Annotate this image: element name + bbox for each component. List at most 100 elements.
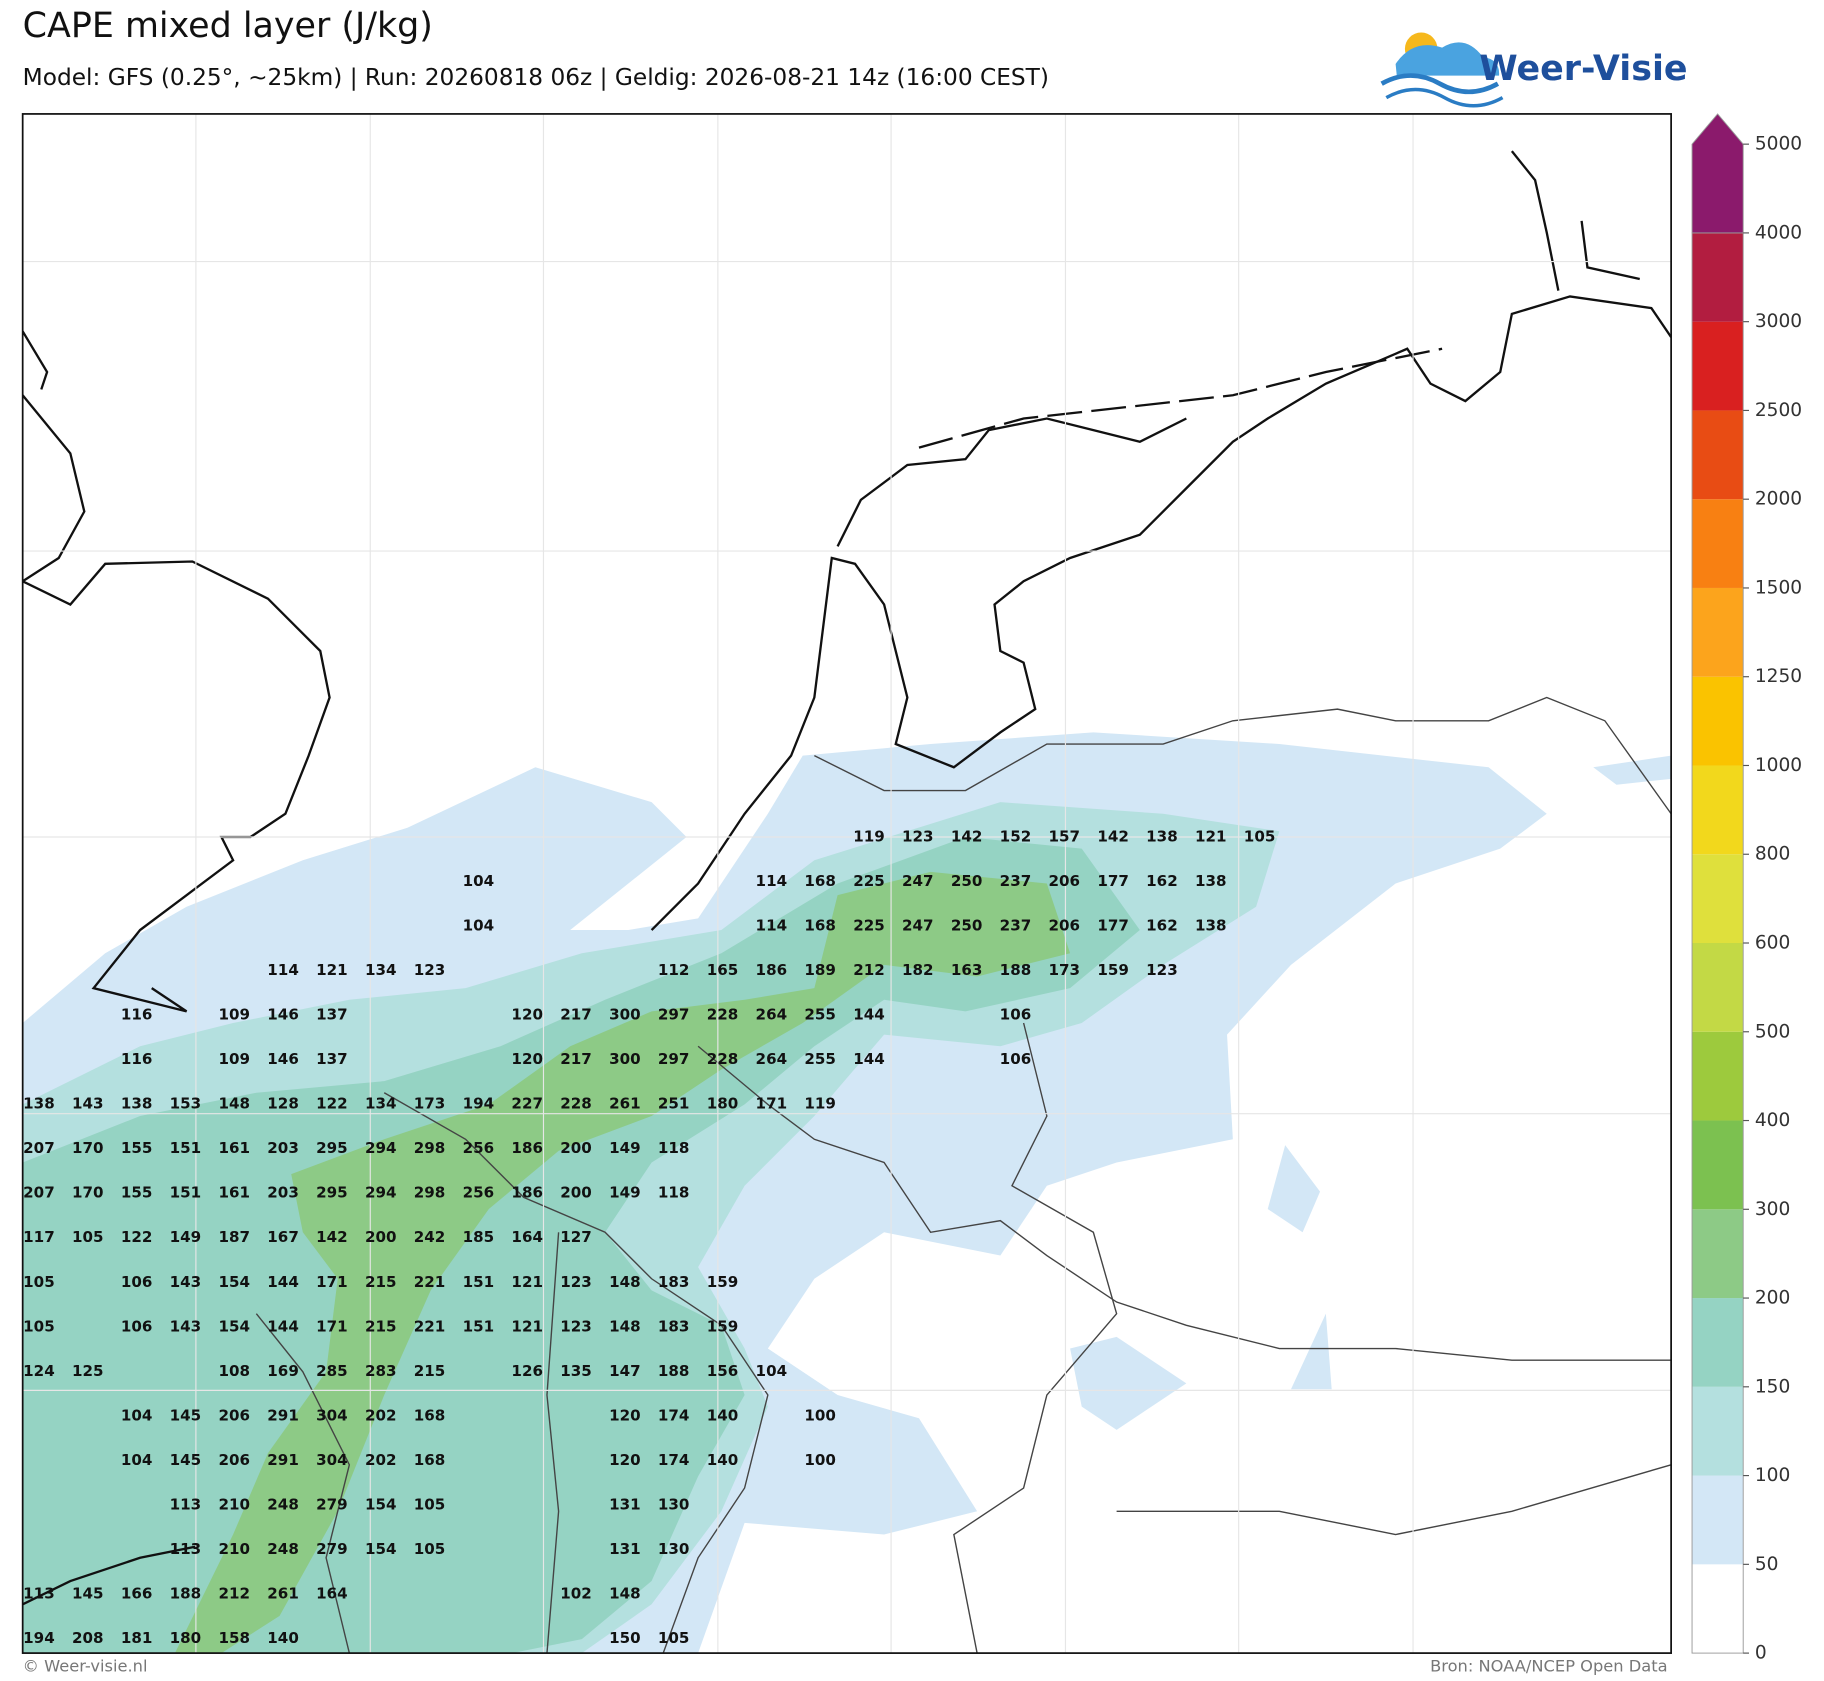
cape-value: 297 xyxy=(658,1050,690,1068)
cape-value: 186 xyxy=(511,1184,543,1202)
cape-value: 105 xyxy=(1244,828,1276,846)
colorbar-tick-label: 1000 xyxy=(1755,755,1802,776)
colorbar-tick-label: 1250 xyxy=(1755,666,1802,687)
cape-value: 148 xyxy=(218,1095,250,1113)
cape-value: 163 xyxy=(951,961,983,979)
cape-value: 300 xyxy=(609,1006,641,1024)
cape-value: 171 xyxy=(316,1317,348,1335)
colorbar-band xyxy=(1692,1298,1744,1387)
cape-value: 124 xyxy=(23,1362,55,1380)
colorbar-tick-label: 150 xyxy=(1755,1376,1791,1397)
colorbar-band xyxy=(1692,943,1744,1032)
cape-value: 152 xyxy=(1000,828,1032,846)
cape-value: 181 xyxy=(121,1629,153,1647)
cape-value: 217 xyxy=(560,1050,592,1068)
cape-value: 114 xyxy=(756,872,788,890)
cape-value: 142 xyxy=(951,828,983,846)
colorbar-tick-label: 600 xyxy=(1755,933,1791,954)
cape-value: 151 xyxy=(170,1139,202,1157)
cape-value: 123 xyxy=(560,1273,592,1291)
cape-value: 100 xyxy=(804,1406,836,1424)
cape-value: 113 xyxy=(170,1540,202,1558)
colorbar-tick-label: 300 xyxy=(1755,1199,1791,1220)
cape-value: 295 xyxy=(316,1139,348,1157)
colorbar: 0 50 100 150 200 300 400 500 600 800 1000 1250 1500 2… xyxy=(1691,113,1802,1664)
cape-value: 177 xyxy=(1097,917,1129,935)
cape-value: 210 xyxy=(218,1495,250,1513)
cape-value: 149 xyxy=(609,1184,641,1202)
cape-value: 183 xyxy=(658,1317,690,1335)
colorbar-tick-label: 4000 xyxy=(1755,222,1802,243)
cape-value: 134 xyxy=(365,961,397,979)
cape-value: 177 xyxy=(1097,872,1129,890)
cape-value: 168 xyxy=(414,1406,446,1424)
cape-value: 119 xyxy=(853,828,885,846)
cape-value: 227 xyxy=(511,1095,543,1113)
cape-value: 221 xyxy=(414,1317,446,1335)
cape-value: 120 xyxy=(511,1006,543,1024)
cape-value: 166 xyxy=(121,1584,153,1602)
cape-value: 144 xyxy=(267,1317,299,1335)
cape-value: 154 xyxy=(365,1495,397,1513)
cape-value: 171 xyxy=(316,1273,348,1291)
cape-value: 146 xyxy=(267,1006,299,1024)
cape-value: 250 xyxy=(951,917,983,935)
cape-value: 121 xyxy=(1195,828,1227,846)
graticule xyxy=(22,113,1672,1654)
cape-value: 143 xyxy=(170,1317,202,1335)
cape-value: 123 xyxy=(1146,961,1178,979)
cape-value: 237 xyxy=(1000,872,1032,890)
cape-value: 148 xyxy=(609,1317,641,1335)
cape-value: 104 xyxy=(463,872,495,890)
cape-value: 123 xyxy=(560,1317,592,1335)
cape-value: 106 xyxy=(121,1273,153,1291)
cape-value: 149 xyxy=(609,1139,641,1157)
colorbar-band xyxy=(1692,410,1744,500)
cape-value: 157 xyxy=(1049,828,1081,846)
cape-value: 161 xyxy=(218,1139,250,1157)
cape-value: 247 xyxy=(902,872,934,890)
cape-value: 279 xyxy=(316,1540,348,1558)
cape-value: 304 xyxy=(316,1406,348,1424)
cape-value: 186 xyxy=(511,1139,543,1157)
cape-value: 247 xyxy=(902,917,934,935)
cape-value: 116 xyxy=(121,1050,153,1068)
cape-value: 255 xyxy=(804,1006,836,1024)
logo: Weer-Visie xyxy=(1380,32,1688,108)
cape-value: 104 xyxy=(121,1451,153,1469)
colorbar-tick-label: 100 xyxy=(1755,1465,1791,1486)
cape-value: 113 xyxy=(23,1584,55,1602)
cape-value: 123 xyxy=(414,961,446,979)
cape-value: 212 xyxy=(853,961,885,979)
cape-value: 106 xyxy=(121,1317,153,1335)
cape-value: 144 xyxy=(267,1273,299,1291)
cape-value: 248 xyxy=(267,1495,299,1513)
cape-value: 117 xyxy=(23,1228,55,1246)
cape-value: 143 xyxy=(170,1273,202,1291)
cape-value: 121 xyxy=(316,961,348,979)
cape-value: 151 xyxy=(463,1273,495,1291)
subtitle: Model: GFS (0.25°, ~25km) | Run: 2026081… xyxy=(23,64,1049,91)
cape-value: 264 xyxy=(756,1050,788,1068)
coastline xyxy=(22,150,1672,1606)
cape-value: 155 xyxy=(121,1139,153,1157)
cape-value: 183 xyxy=(658,1273,690,1291)
cape-value: 140 xyxy=(267,1629,299,1647)
cape-value: 151 xyxy=(463,1317,495,1335)
borders xyxy=(255,696,1672,1654)
cape-value: 295 xyxy=(316,1184,348,1202)
cape-value: 105 xyxy=(72,1228,104,1246)
colorbar-band xyxy=(1691,113,1744,234)
cape-value: 159 xyxy=(1097,961,1129,979)
cape-value: 188 xyxy=(170,1584,202,1602)
cape-value: 200 xyxy=(365,1228,397,1246)
cape-value: 154 xyxy=(365,1540,397,1558)
cape-value: 135 xyxy=(560,1362,592,1380)
cape-value: 122 xyxy=(121,1228,153,1246)
cape-value: 144 xyxy=(853,1050,885,1068)
cape-value: 120 xyxy=(609,1451,641,1469)
colorbar-band xyxy=(1692,676,1744,766)
cape-value: 291 xyxy=(267,1451,299,1469)
cape-value: 283 xyxy=(365,1362,397,1380)
